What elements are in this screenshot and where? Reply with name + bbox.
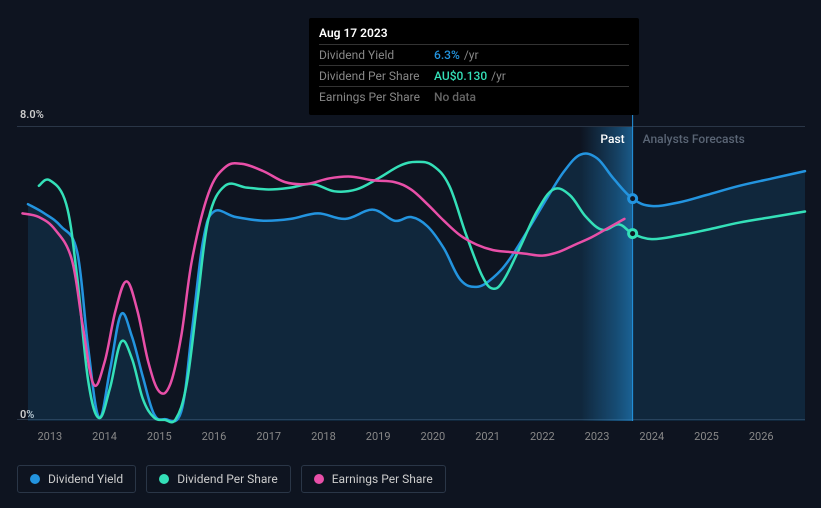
x-tick: 2025 <box>694 430 719 443</box>
chart-svg <box>17 127 805 421</box>
tooltip-value: AU$0.130 <box>434 69 487 83</box>
legend-label: Dividend Yield <box>48 472 123 486</box>
legend-dot-icon <box>30 474 40 484</box>
tooltip-label: Earnings Per Share <box>319 90 434 104</box>
legend-label: Dividend Per Share <box>177 472 278 486</box>
x-tick: 2020 <box>421 430 446 443</box>
legend-item[interactable]: Dividend Per Share <box>146 465 291 493</box>
legend-label: Earnings Per Share <box>332 472 433 486</box>
tooltip-row: Dividend Per ShareAU$0.130/yr <box>319 65 629 86</box>
x-tick: 2016 <box>202 430 227 443</box>
chart-tooltip: Aug 17 2023 Dividend Yield6.3%/yrDividen… <box>309 18 639 115</box>
x-tick: 2019 <box>366 430 391 443</box>
x-tick: 2023 <box>585 430 610 443</box>
chart-container: 8.0% 0% PastAnalysts Forecasts <box>17 108 805 428</box>
x-tick: 2022 <box>530 430 555 443</box>
x-tick: 2015 <box>147 430 172 443</box>
y-axis-max: 8.0% <box>20 108 44 121</box>
tooltip-label: Dividend Per Share <box>319 69 434 83</box>
tooltip-rows: Dividend Yield6.3%/yrDividend Per ShareA… <box>319 44 629 107</box>
x-tick: 2026 <box>749 430 774 443</box>
x-tick: 2013 <box>37 430 62 443</box>
forecast-label: Analysts Forecasts <box>643 132 745 146</box>
tooltip-value: 6.3% <box>434 48 460 62</box>
tooltip-date: Aug 17 2023 <box>319 26 629 44</box>
tooltip-label: Dividend Yield <box>319 48 434 62</box>
tooltip-unit: /yr <box>464 48 479 62</box>
legend-item[interactable]: Earnings Per Share <box>301 465 446 493</box>
tooltip-row: Earnings Per ShareNo data <box>319 86 629 107</box>
x-tick: 2018 <box>311 430 336 443</box>
legend-item[interactable]: Dividend Yield <box>17 465 136 493</box>
tooltip-row: Dividend Yield6.3% /yr <box>319 44 629 65</box>
legend: Dividend Yield Dividend Per Share Earnings… <box>17 465 446 493</box>
x-axis: 2013 2014 2015 2016 2017 2018 2019 2020 2021 2022… <box>17 430 805 450</box>
x-tick: 2024 <box>639 430 664 443</box>
past-label: Past <box>600 132 624 146</box>
x-tick: 2021 <box>475 430 500 443</box>
x-tick: 2017 <box>256 430 281 443</box>
tooltip-unit: /yr <box>491 69 506 83</box>
legend-dot-icon <box>314 474 324 484</box>
plot-area[interactable]: Past Analysts Forecasts <box>17 126 805 420</box>
tooltip-value: No data <box>434 90 476 104</box>
legend-dot-icon <box>159 474 169 484</box>
x-tick: 2014 <box>92 430 117 443</box>
